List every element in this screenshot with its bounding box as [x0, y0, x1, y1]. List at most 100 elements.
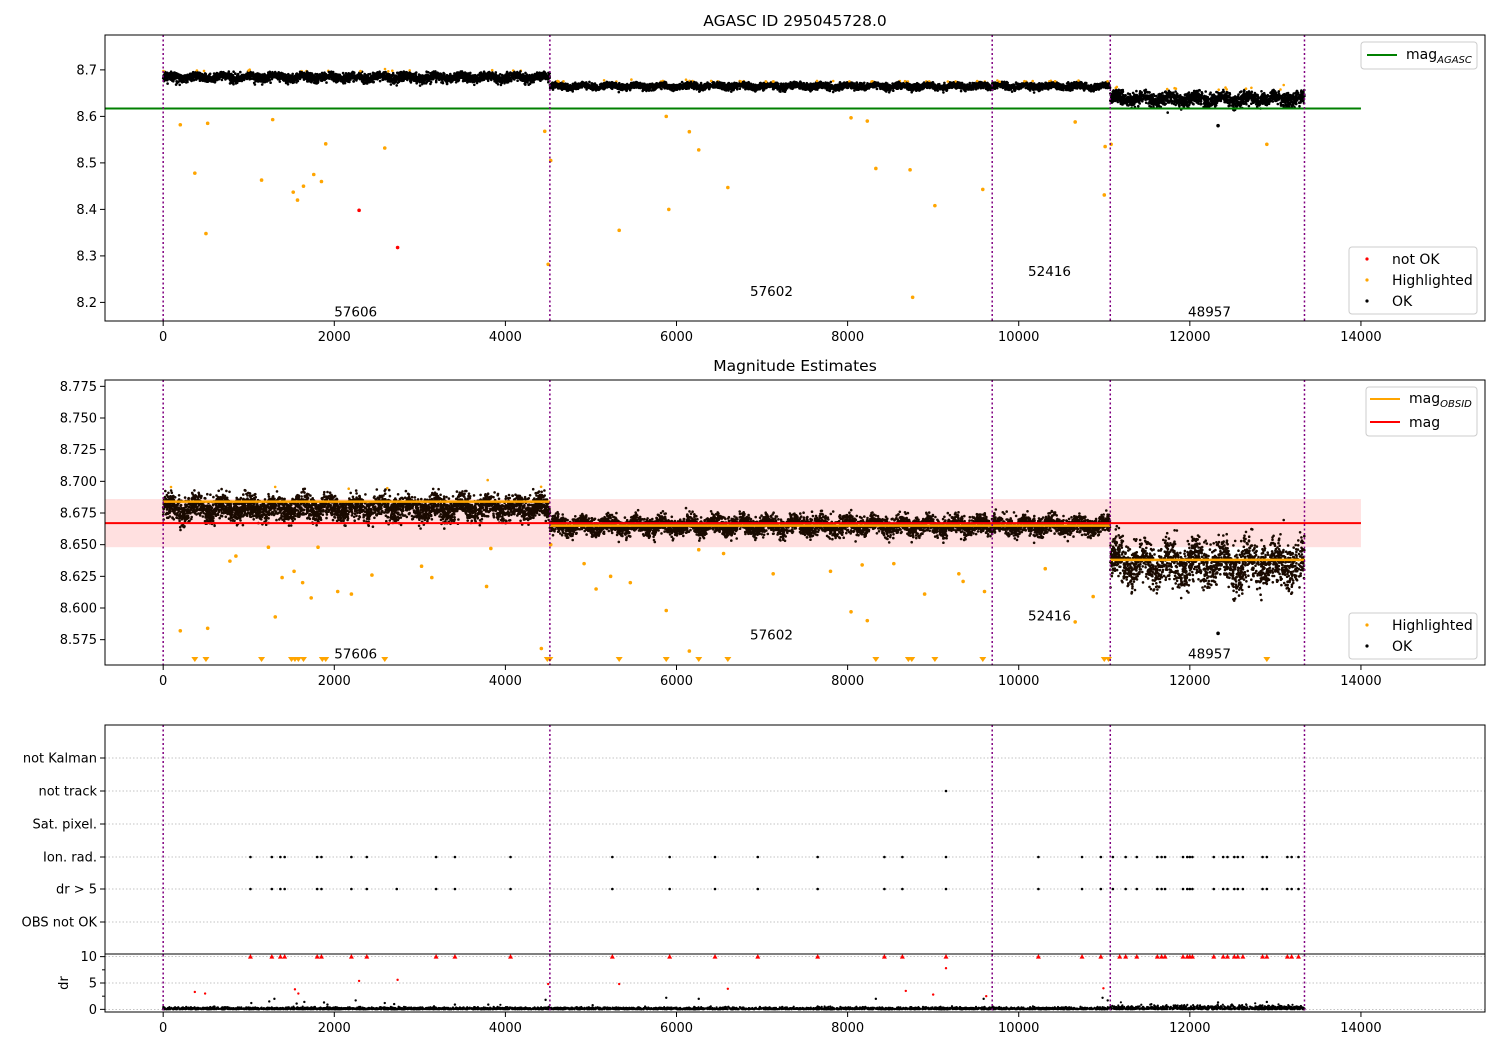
- ok-point: [424, 82, 428, 85]
- ok-point: [389, 83, 393, 86]
- ok-point: [337, 79, 340, 83]
- ok-point: [267, 74, 271, 78]
- ok-point: [536, 73, 540, 77]
- ok-point: [232, 79, 235, 82]
- ok-point: [513, 74, 517, 78]
- ok-point: [352, 80, 356, 83]
- ok-point: [175, 72, 178, 75]
- ok-point: [235, 81, 239, 85]
- ok-point: [484, 72, 487, 75]
- ok-point: [481, 74, 485, 77]
- ok-point: [409, 74, 412, 77]
- ok-point: [316, 81, 320, 85]
- ok-point: [286, 83, 290, 86]
- ok-point: [415, 75, 419, 79]
- ok-point: [518, 77, 522, 81]
- ok-point: [539, 73, 543, 77]
- ok-point: [519, 70, 522, 73]
- ok-point: [383, 71, 387, 74]
- ok-point: [190, 77, 194, 80]
- ok-point: [340, 79, 344, 83]
- ok-point: [430, 77, 434, 80]
- ok-point: [684, 78, 688, 81]
- ok-point: [543, 71, 547, 74]
- ok-point: [465, 79, 469, 82]
- ok-point: [429, 74, 432, 77]
- ok-point: [524, 71, 527, 75]
- ok-point: [318, 76, 321, 79]
- ok-point: [408, 79, 412, 83]
- ok-point: [306, 79, 310, 83]
- ok-point: [347, 72, 351, 75]
- ok-point: [318, 73, 322, 76]
- ok-point: [474, 78, 478, 81]
- ok-point: [306, 77, 310, 80]
- ok-point: [466, 81, 469, 84]
- ok-point: [334, 76, 337, 79]
- ok-point: [369, 76, 373, 79]
- ok-point: [193, 71, 197, 74]
- ok-point: [332, 79, 336, 83]
- ok-point: [201, 79, 205, 83]
- ok-point: [408, 69, 412, 72]
- ok-point: [313, 81, 316, 85]
- ok-point: [456, 74, 460, 78]
- ok-point: [176, 80, 180, 84]
- ok-point: [352, 71, 356, 75]
- ok-point: [440, 81, 443, 84]
- ok-point: [232, 70, 235, 73]
- ok-point: [315, 77, 319, 81]
- ok-point: [545, 77, 549, 80]
- ok-point: [271, 70, 274, 74]
- ok-point: [267, 78, 270, 81]
- ok-point: [244, 73, 248, 77]
- ok-point: [309, 73, 312, 76]
- ok-point: [459, 73, 462, 77]
- ok-point: [936, 89, 939, 92]
- ok-point: [536, 77, 540, 81]
- ok-point: [395, 71, 399, 75]
- ok-point: [285, 79, 289, 82]
- ok-point: [493, 73, 497, 77]
- ok-point: [228, 82, 232, 85]
- ok-point: [259, 79, 262, 83]
- ok-point: [462, 78, 465, 81]
- ok-point: [204, 72, 208, 76]
- ok-point: [457, 79, 460, 83]
- ok-point: [460, 76, 464, 79]
- ok-point: [327, 70, 331, 74]
- ok-point: [171, 77, 175, 80]
- ok-point: [331, 75, 335, 79]
- ok-point: [341, 71, 345, 75]
- ok-point: [184, 81, 188, 84]
- ok-point: [166, 82, 169, 85]
- ok-point: [363, 81, 367, 84]
- ok-point: [460, 70, 464, 73]
- ok-point: [252, 73, 256, 76]
- ok-point: [278, 80, 282, 83]
- ok-point: [217, 74, 221, 78]
- ok-point: [434, 79, 438, 82]
- ok-point: [418, 77, 421, 81]
- ok-point: [378, 76, 381, 79]
- ok-point: [349, 78, 352, 81]
- ok-point: [386, 79, 390, 83]
- ok-point: [342, 82, 345, 85]
- ok-point: [494, 71, 498, 74]
- ok-point: [500, 81, 504, 85]
- ok-point: [263, 72, 266, 76]
- ok-point: [449, 81, 453, 84]
- ok-point: [463, 71, 467, 74]
- ok-point: [227, 70, 231, 73]
- ok-point: [342, 74, 346, 77]
- ok-point: [301, 73, 305, 76]
- ok-point: [942, 91, 945, 94]
- ok-point: [442, 76, 445, 80]
- ok-point: [391, 69, 394, 72]
- ok-point: [368, 72, 372, 76]
- ok-point: [398, 74, 402, 78]
- ok-point: [249, 75, 252, 79]
- ok-point: [530, 73, 534, 77]
- ok-point: [434, 72, 437, 75]
- ok-point: [484, 75, 488, 78]
